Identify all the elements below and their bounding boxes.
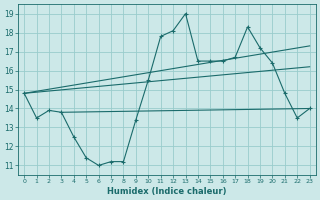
X-axis label: Humidex (Indice chaleur): Humidex (Indice chaleur) — [107, 187, 227, 196]
